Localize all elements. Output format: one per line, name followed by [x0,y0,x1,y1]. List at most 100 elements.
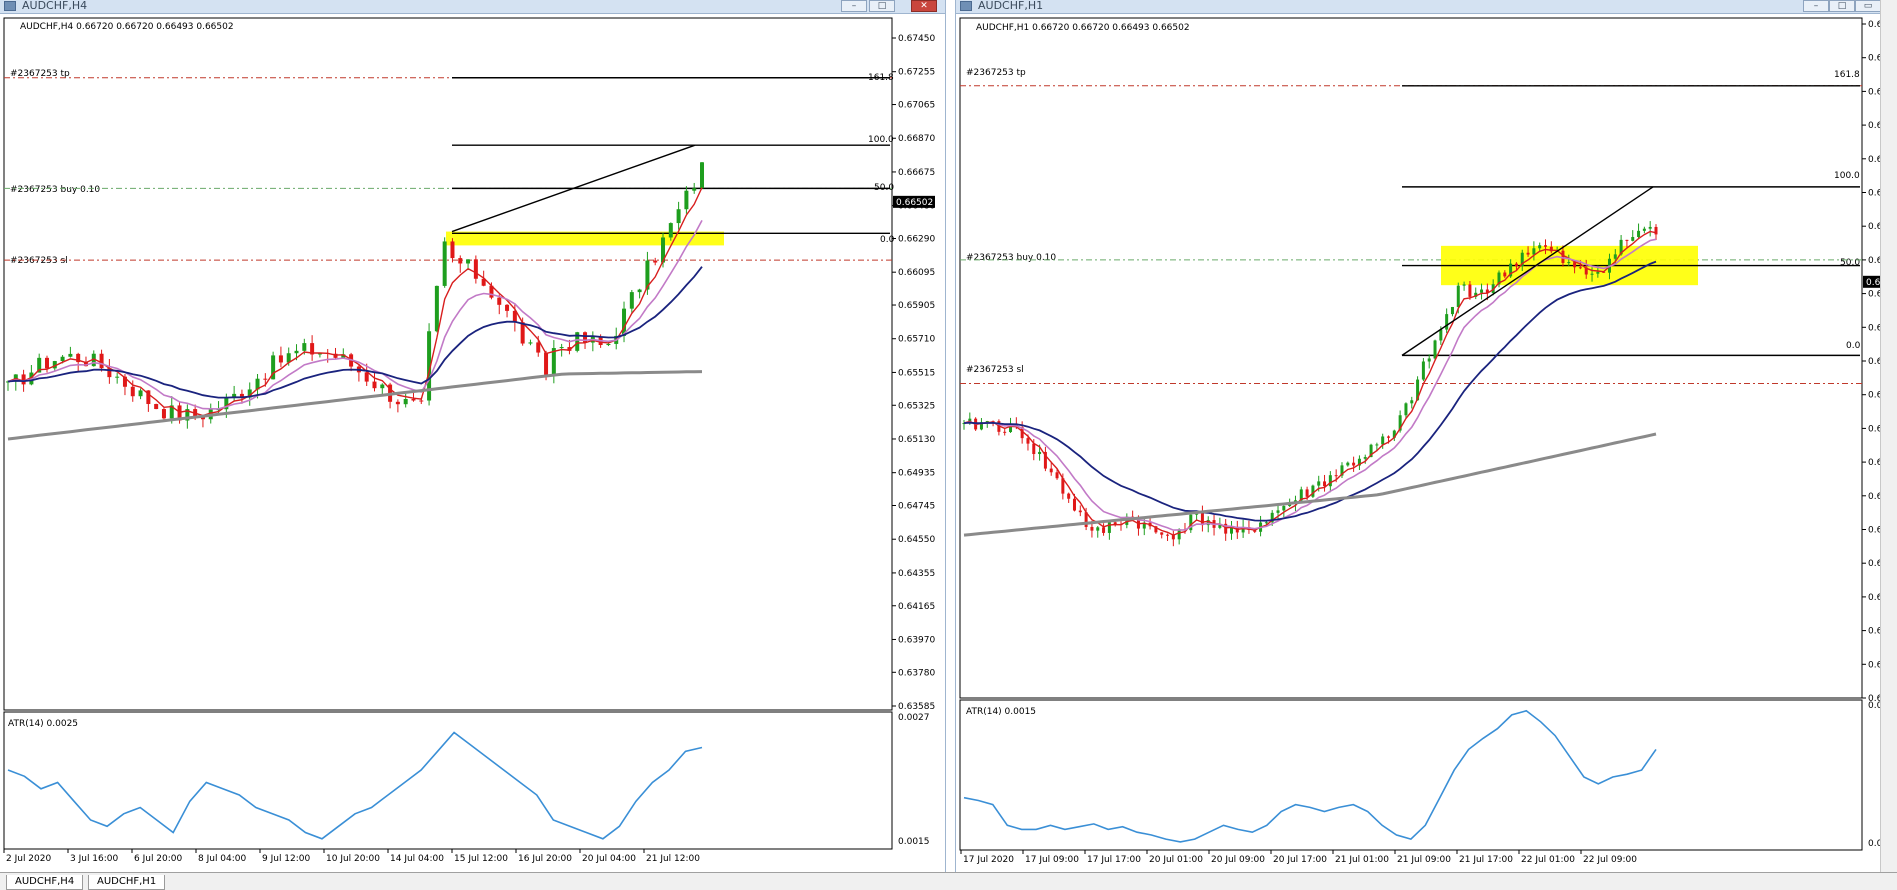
price-axis-label: 0.65740 [1868,492,1881,502]
time-axis-label: 20 Jul 09:00 [1211,855,1265,865]
chart-header: AUDCHF,H1 0.66720 0.66720 0.66493 0.6650… [976,23,1190,33]
bull-candle [91,353,96,367]
bull-candle [1427,358,1431,362]
bear-candle [21,374,26,385]
time-axis-label: 17 Jul 17:00 [1087,855,1141,865]
bull-candle [1264,522,1268,524]
close-button[interactable]: ✕ [911,0,937,12]
bull-candle [247,389,252,398]
price-axis-label: 0.67255 [898,68,935,78]
bull-candle [286,353,291,363]
time-axis-label: 21 Jul 09:00 [1397,855,1451,865]
tp-order-label: #2367253 tp [10,69,70,79]
bear-candle [1078,510,1082,513]
minimize-button[interactable]: – [1803,0,1829,12]
bull-candle [1456,285,1460,307]
bear-candle [1003,431,1007,433]
fib-label-0: 0.0 [1846,341,1861,351]
fib-label-0: 0.0 [880,235,895,245]
bear-candle [536,342,541,353]
price-axis-label: 0.67300 [1868,54,1881,64]
window-title: AUDCHF,H1 [978,0,1044,12]
bull-candle [979,422,983,430]
chart-window-h4[interactable]: AUDCHF,H4 – □ ✕ AUDCHF,H4 0.66720 0.6672… [0,0,946,872]
minimize-button[interactable]: – [841,0,867,12]
bear-candle [419,400,424,402]
bear-candle [1503,272,1507,277]
trend-line [1401,186,1654,356]
bull-candle [442,241,447,286]
bear-candle [1200,512,1204,526]
chart-window-icon [4,1,16,11]
maximize-button[interactable]: □ [869,0,895,12]
bull-candle [606,343,611,346]
bull-candle [1596,271,1600,274]
tab-audchf-h1[interactable]: AUDCHF,H1 [88,875,166,890]
price-axis-label: 0.67060 [1868,121,1881,131]
bear-candle [154,404,159,410]
bull-candle [294,350,299,354]
price-axis-label: 0.65500 [1868,559,1881,569]
bear-candle [567,347,572,351]
bull-candle [551,348,556,375]
bull-candle [1462,284,1466,286]
right-scroll-panel[interactable] [1880,0,1897,872]
bear-candle [1090,526,1094,531]
price-axis-label: 0.64550 [898,535,935,545]
bull-candle [1480,289,1484,293]
bull-candle [1357,458,1361,466]
bear-candle [1654,226,1658,235]
bull-candle [1096,527,1100,531]
bull-candle [1474,292,1478,297]
bull-candle [60,356,65,362]
bear-candle [1625,239,1629,241]
bull-candle [668,223,673,238]
time-axis-label: 15 Jul 12:00 [454,854,508,864]
price-axis-label: 0.65260 [1868,627,1881,637]
price-axis-label: 0.66220 [1868,357,1881,367]
price-axis-label: 0.65020 [1868,694,1881,704]
h4-chart-canvas[interactable]: AUDCHF,H4 0.66720 0.66720 0.66493 0.6650… [0,14,945,872]
bear-candle [1526,252,1530,255]
bear-candle [1171,534,1175,540]
price-axis-label: 0.65130 [898,435,935,445]
ema-fast-line [963,230,1657,536]
time-axis-label: 21 Jul 01:00 [1335,855,1389,865]
bear-candle [44,357,49,369]
maximize-button[interactable]: □ [1829,0,1855,12]
bear-candle [1573,262,1577,268]
bear-candle [278,355,283,363]
chart-header: AUDCHF,H4 0.66720 0.66720 0.66493 0.6650… [20,22,234,32]
window-titlebar[interactable]: AUDCHF,H4 – □ ✕ [0,0,945,14]
bear-candle [1102,527,1106,533]
sl-order-label: #2367253 sl [966,365,1024,375]
bear-candle [76,353,81,363]
bull-candle [676,209,681,224]
bear-candle [1334,475,1338,477]
bear-candle [200,416,205,420]
time-axis-label: 14 Jul 04:00 [390,854,444,864]
bear-candle [372,381,377,389]
bull-candle [1398,415,1402,431]
chart-window-h1[interactable]: AUDCHF,H1 – □ ▭ AUDCHF,H1 0.66720 0.6672… [955,0,1881,872]
bull-candle [1590,273,1594,275]
bear-candle [1561,250,1565,263]
bull-candle [1404,403,1408,416]
bull-candle [1497,272,1501,285]
bull-candle [1299,489,1303,501]
bull-candle [1177,529,1181,540]
bull-candle [37,357,42,373]
price-axis-label: 0.66095 [898,268,935,278]
price-axis-label: 0.66290 [898,234,935,244]
h1-chart-canvas[interactable]: AUDCHF,H1 0.66720 0.66720 0.66493 0.6650… [956,14,1881,872]
time-axis-label: 9 Jul 12:00 [262,854,311,864]
bear-candle [1549,246,1553,252]
bull-candle [1381,436,1385,445]
restore-button[interactable]: ▭ [1855,0,1881,12]
tab-audchf-h4[interactable]: AUDCHF,H4 [6,875,84,890]
price-axis-label: 0.64355 [898,569,935,579]
bull-candle [169,405,174,419]
window-titlebar[interactable]: AUDCHF,H1 – □ ▭ [956,0,1881,14]
bear-candle [364,372,369,382]
